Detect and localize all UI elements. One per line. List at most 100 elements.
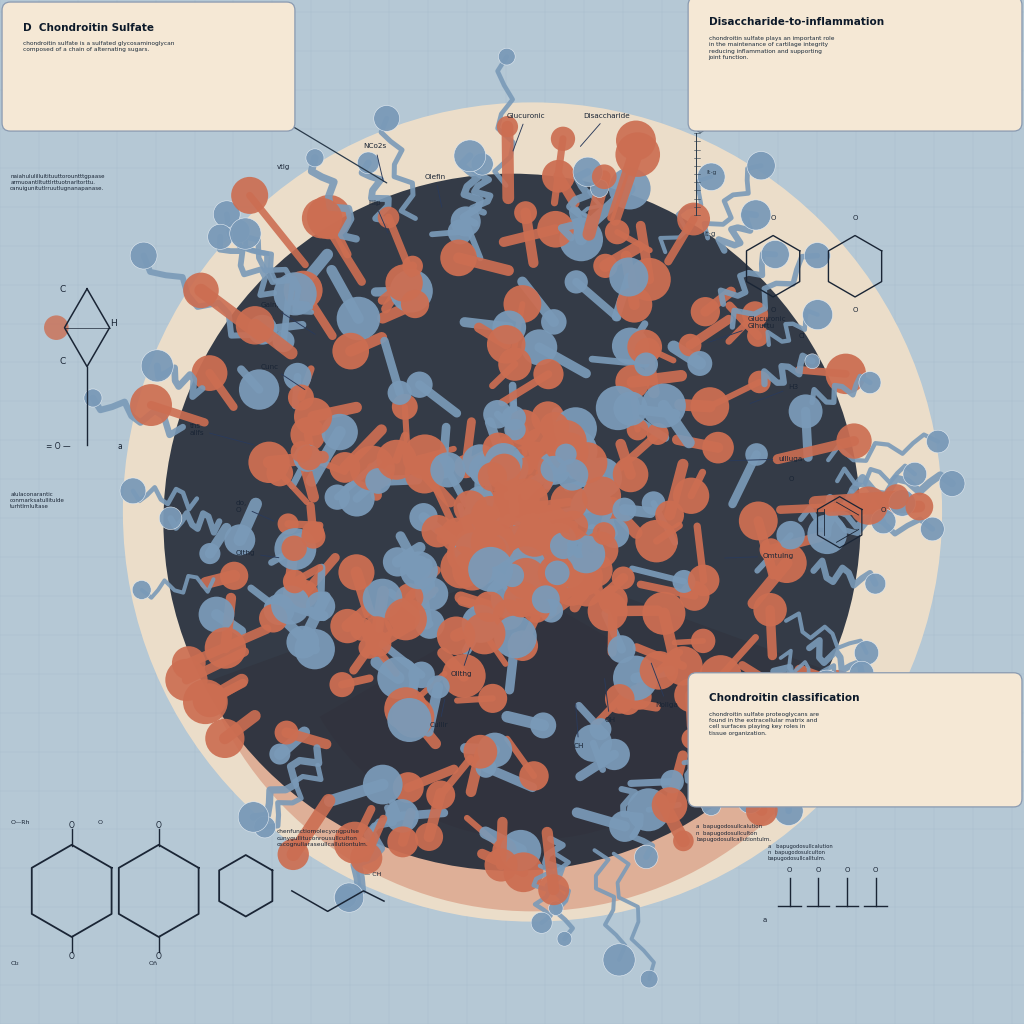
Text: Cl₂: Cl₂ <box>10 961 18 966</box>
Circle shape <box>472 532 510 570</box>
Circle shape <box>389 602 420 633</box>
Text: O: O <box>786 867 793 873</box>
Text: O: O <box>872 867 879 873</box>
Text: C: C <box>59 356 66 366</box>
Circle shape <box>613 655 658 700</box>
Circle shape <box>761 241 790 268</box>
Circle shape <box>701 796 721 815</box>
Text: Glucuronic: Glucuronic <box>507 113 546 151</box>
Circle shape <box>611 566 635 590</box>
Circle shape <box>288 384 314 411</box>
Circle shape <box>504 852 544 892</box>
Circle shape <box>471 520 515 564</box>
Text: alulaconarantic
conmarksatullitulde
turhtlrnlultase: alulaconarantic conmarksatullitulde turh… <box>10 492 66 509</box>
Circle shape <box>493 838 517 862</box>
Circle shape <box>540 599 563 623</box>
Text: H3: H3 <box>751 384 799 403</box>
Text: CH: CH <box>573 705 584 749</box>
Circle shape <box>453 528 497 572</box>
Circle shape <box>278 513 299 535</box>
Circle shape <box>307 195 351 240</box>
Circle shape <box>859 372 881 393</box>
Circle shape <box>479 536 506 563</box>
Circle shape <box>357 152 379 174</box>
Circle shape <box>337 297 380 340</box>
Circle shape <box>494 479 535 519</box>
Circle shape <box>249 441 290 483</box>
Circle shape <box>487 454 521 486</box>
Circle shape <box>463 499 500 535</box>
Circle shape <box>437 616 475 655</box>
Text: Oñ: Oñ <box>148 961 158 966</box>
Circle shape <box>338 554 375 591</box>
Circle shape <box>392 394 418 420</box>
Circle shape <box>266 460 293 486</box>
Circle shape <box>699 655 741 697</box>
Circle shape <box>132 581 152 599</box>
Circle shape <box>547 524 570 547</box>
Circle shape <box>552 566 592 606</box>
Circle shape <box>200 543 220 564</box>
Circle shape <box>390 269 433 312</box>
Circle shape <box>487 325 525 364</box>
Text: a: a <box>118 441 123 451</box>
Circle shape <box>640 651 678 690</box>
Circle shape <box>554 408 597 450</box>
Circle shape <box>927 430 949 453</box>
FancyBboxPatch shape <box>688 0 1022 131</box>
Text: Gain,: Gain, <box>261 302 315 335</box>
Circle shape <box>213 201 241 227</box>
Circle shape <box>521 534 543 555</box>
Circle shape <box>301 524 326 549</box>
Circle shape <box>406 555 431 582</box>
Circle shape <box>504 478 548 522</box>
Circle shape <box>515 518 554 557</box>
Circle shape <box>400 551 438 589</box>
Circle shape <box>691 297 720 327</box>
Circle shape <box>777 755 800 777</box>
Circle shape <box>282 536 307 561</box>
Circle shape <box>511 526 552 567</box>
Circle shape <box>123 102 942 922</box>
Circle shape <box>615 690 640 715</box>
Circle shape <box>582 476 622 515</box>
Circle shape <box>384 687 428 730</box>
Circle shape <box>600 518 629 548</box>
Circle shape <box>642 592 685 635</box>
Text: Olthg: Olthg <box>236 550 279 558</box>
Text: O: O <box>881 507 886 513</box>
Circle shape <box>193 683 226 717</box>
Circle shape <box>525 559 568 601</box>
Text: Omtulng: Omtulng <box>725 553 795 559</box>
Circle shape <box>500 829 542 871</box>
Circle shape <box>612 457 648 493</box>
Circle shape <box>593 522 615 545</box>
Circle shape <box>254 816 275 838</box>
Circle shape <box>271 586 310 625</box>
Circle shape <box>220 562 248 590</box>
Circle shape <box>749 371 771 393</box>
Circle shape <box>651 787 687 823</box>
Circle shape <box>499 48 515 65</box>
Circle shape <box>591 179 608 198</box>
Circle shape <box>680 581 710 611</box>
Circle shape <box>339 480 375 516</box>
Circle shape <box>478 684 507 713</box>
Circle shape <box>430 453 466 487</box>
Circle shape <box>590 718 611 740</box>
Text: Olefin: Olefin <box>425 174 446 207</box>
Circle shape <box>673 570 695 593</box>
Circle shape <box>538 211 573 248</box>
Circle shape <box>306 592 335 621</box>
Circle shape <box>740 200 771 230</box>
Text: chondroitin sulfate plays an important role
in the maintenance of cartilage inte: chondroitin sulfate plays an important r… <box>709 36 835 60</box>
Text: O: O <box>69 821 75 829</box>
Circle shape <box>534 359 563 389</box>
Circle shape <box>284 270 323 309</box>
Circle shape <box>609 168 650 210</box>
Circle shape <box>377 656 420 699</box>
Circle shape <box>616 121 656 161</box>
Circle shape <box>605 220 630 245</box>
Circle shape <box>208 224 232 250</box>
Text: Ollthg: Ollthg <box>451 648 472 677</box>
